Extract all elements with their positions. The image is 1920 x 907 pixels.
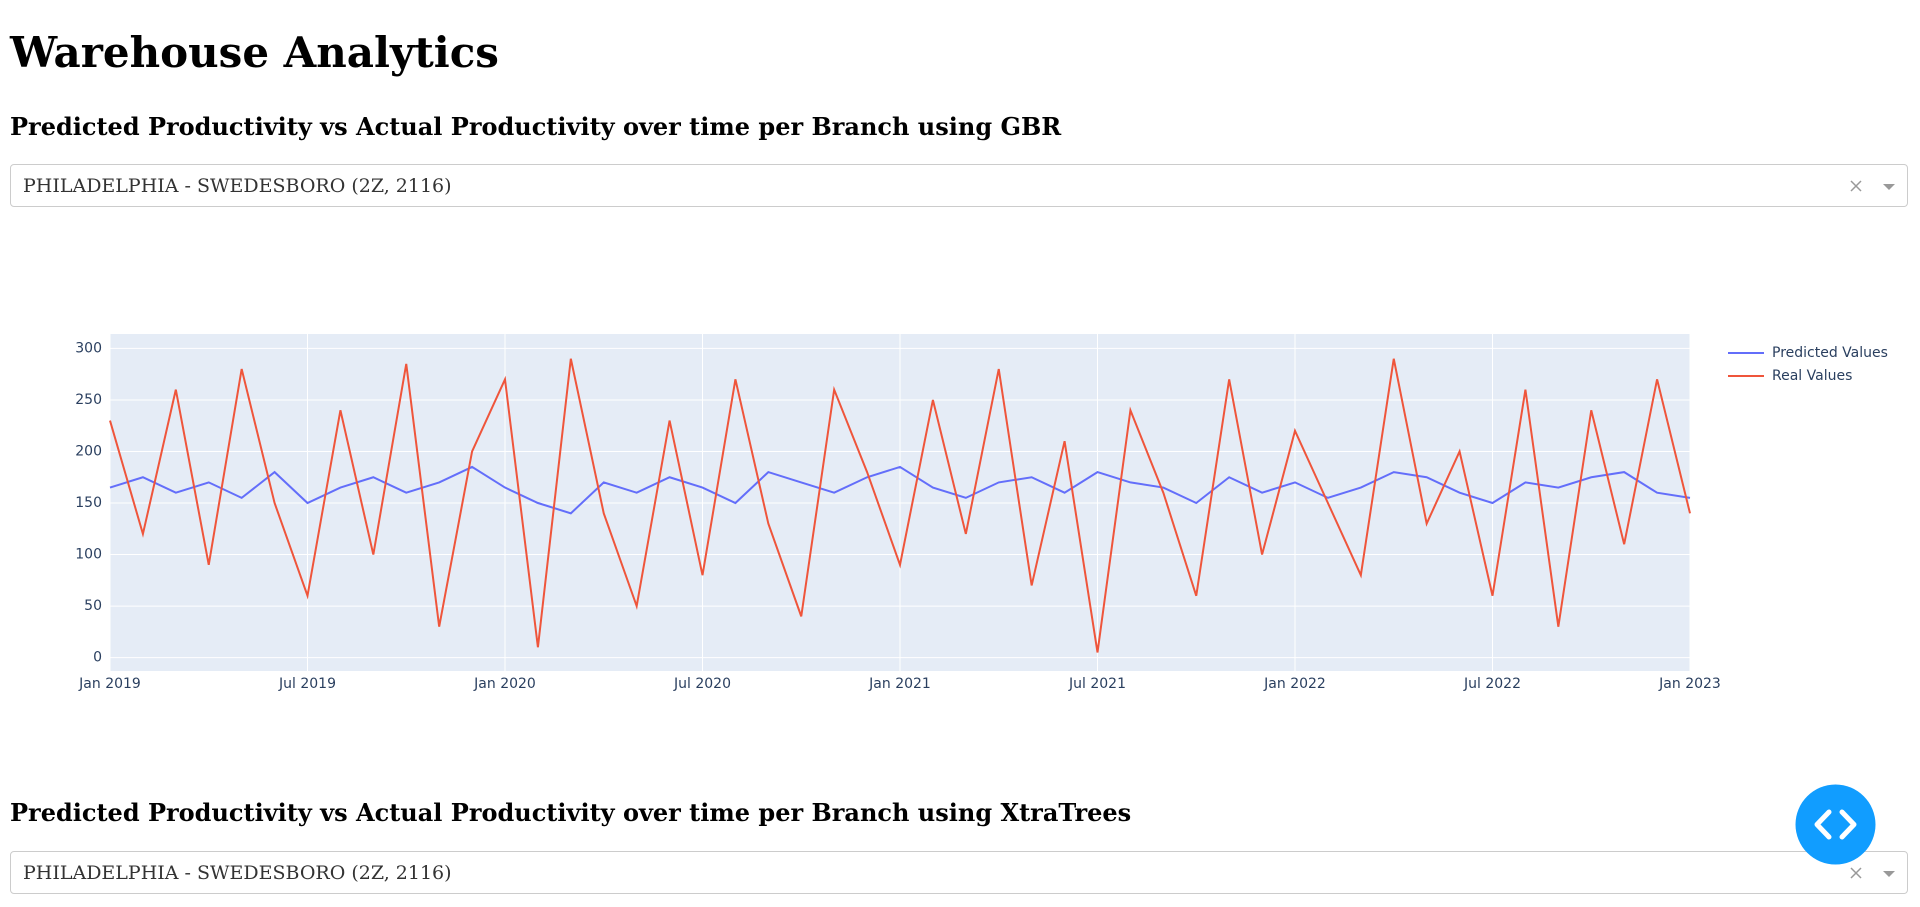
x-tick-label: Jan 2021 [868, 676, 931, 692]
x-tick-label: Jul 2021 [1068, 676, 1126, 692]
y-tick-label: 0 [93, 650, 102, 666]
branch-dropdown[interactable]: PHILADELPHIA - SWEDESBORO (2Z, 2116) [10, 164, 1908, 207]
x-tick-label: Jul 2020 [673, 676, 731, 692]
dropdown-icons[interactable] [1847, 177, 1897, 197]
y-tick-label: 200 [75, 443, 102, 459]
y-tick-label: 50 [84, 598, 102, 614]
y-tick-label: 100 [75, 547, 102, 563]
y-tick-label: 150 [75, 495, 102, 511]
legend-label: Real Values [1772, 368, 1852, 384]
x-tick-label: Jan 2019 [78, 676, 141, 692]
dropdown-value: PHILADELPHIA - SWEDESBORO (2Z, 2116) [23, 862, 452, 884]
page-title: Warehouse Analytics [10, 28, 499, 77]
y-tick-label: 300 [75, 340, 102, 356]
branch-dropdown[interactable]: PHILADELPHIA - SWEDESBORO (2Z, 2116) [10, 851, 1908, 894]
series-line [109, 358, 1691, 653]
chart: 0 50 100 150 200 250 300 Jan 2019 Jul 2019 Jan 20… [75, 334, 1888, 692]
dropdown-value: PHILADELPHIA - SWEDESBORO (2Z, 2116) [23, 175, 452, 197]
x-tick-label: Jul 2019 [278, 676, 336, 692]
code-toggle-button[interactable] [1795, 784, 1876, 865]
section-heading: Predicted Productivity vs Actual Product… [10, 112, 1062, 141]
y-tick-label: 250 [75, 392, 102, 408]
legend-label: Predicted Values [1772, 345, 1888, 361]
dropdown-icons[interactable] [1847, 864, 1897, 884]
series-line [109, 465, 1691, 515]
section-heading: Predicted Productivity vs Actual Product… [10, 798, 1132, 827]
x-tick-label: Jul 2022 [1463, 676, 1521, 692]
x-tick-label: Jan 2020 [473, 676, 536, 692]
x-tick-label: Jan 2022 [1263, 676, 1326, 692]
x-tick-label: Jan 2023 [1658, 676, 1721, 692]
